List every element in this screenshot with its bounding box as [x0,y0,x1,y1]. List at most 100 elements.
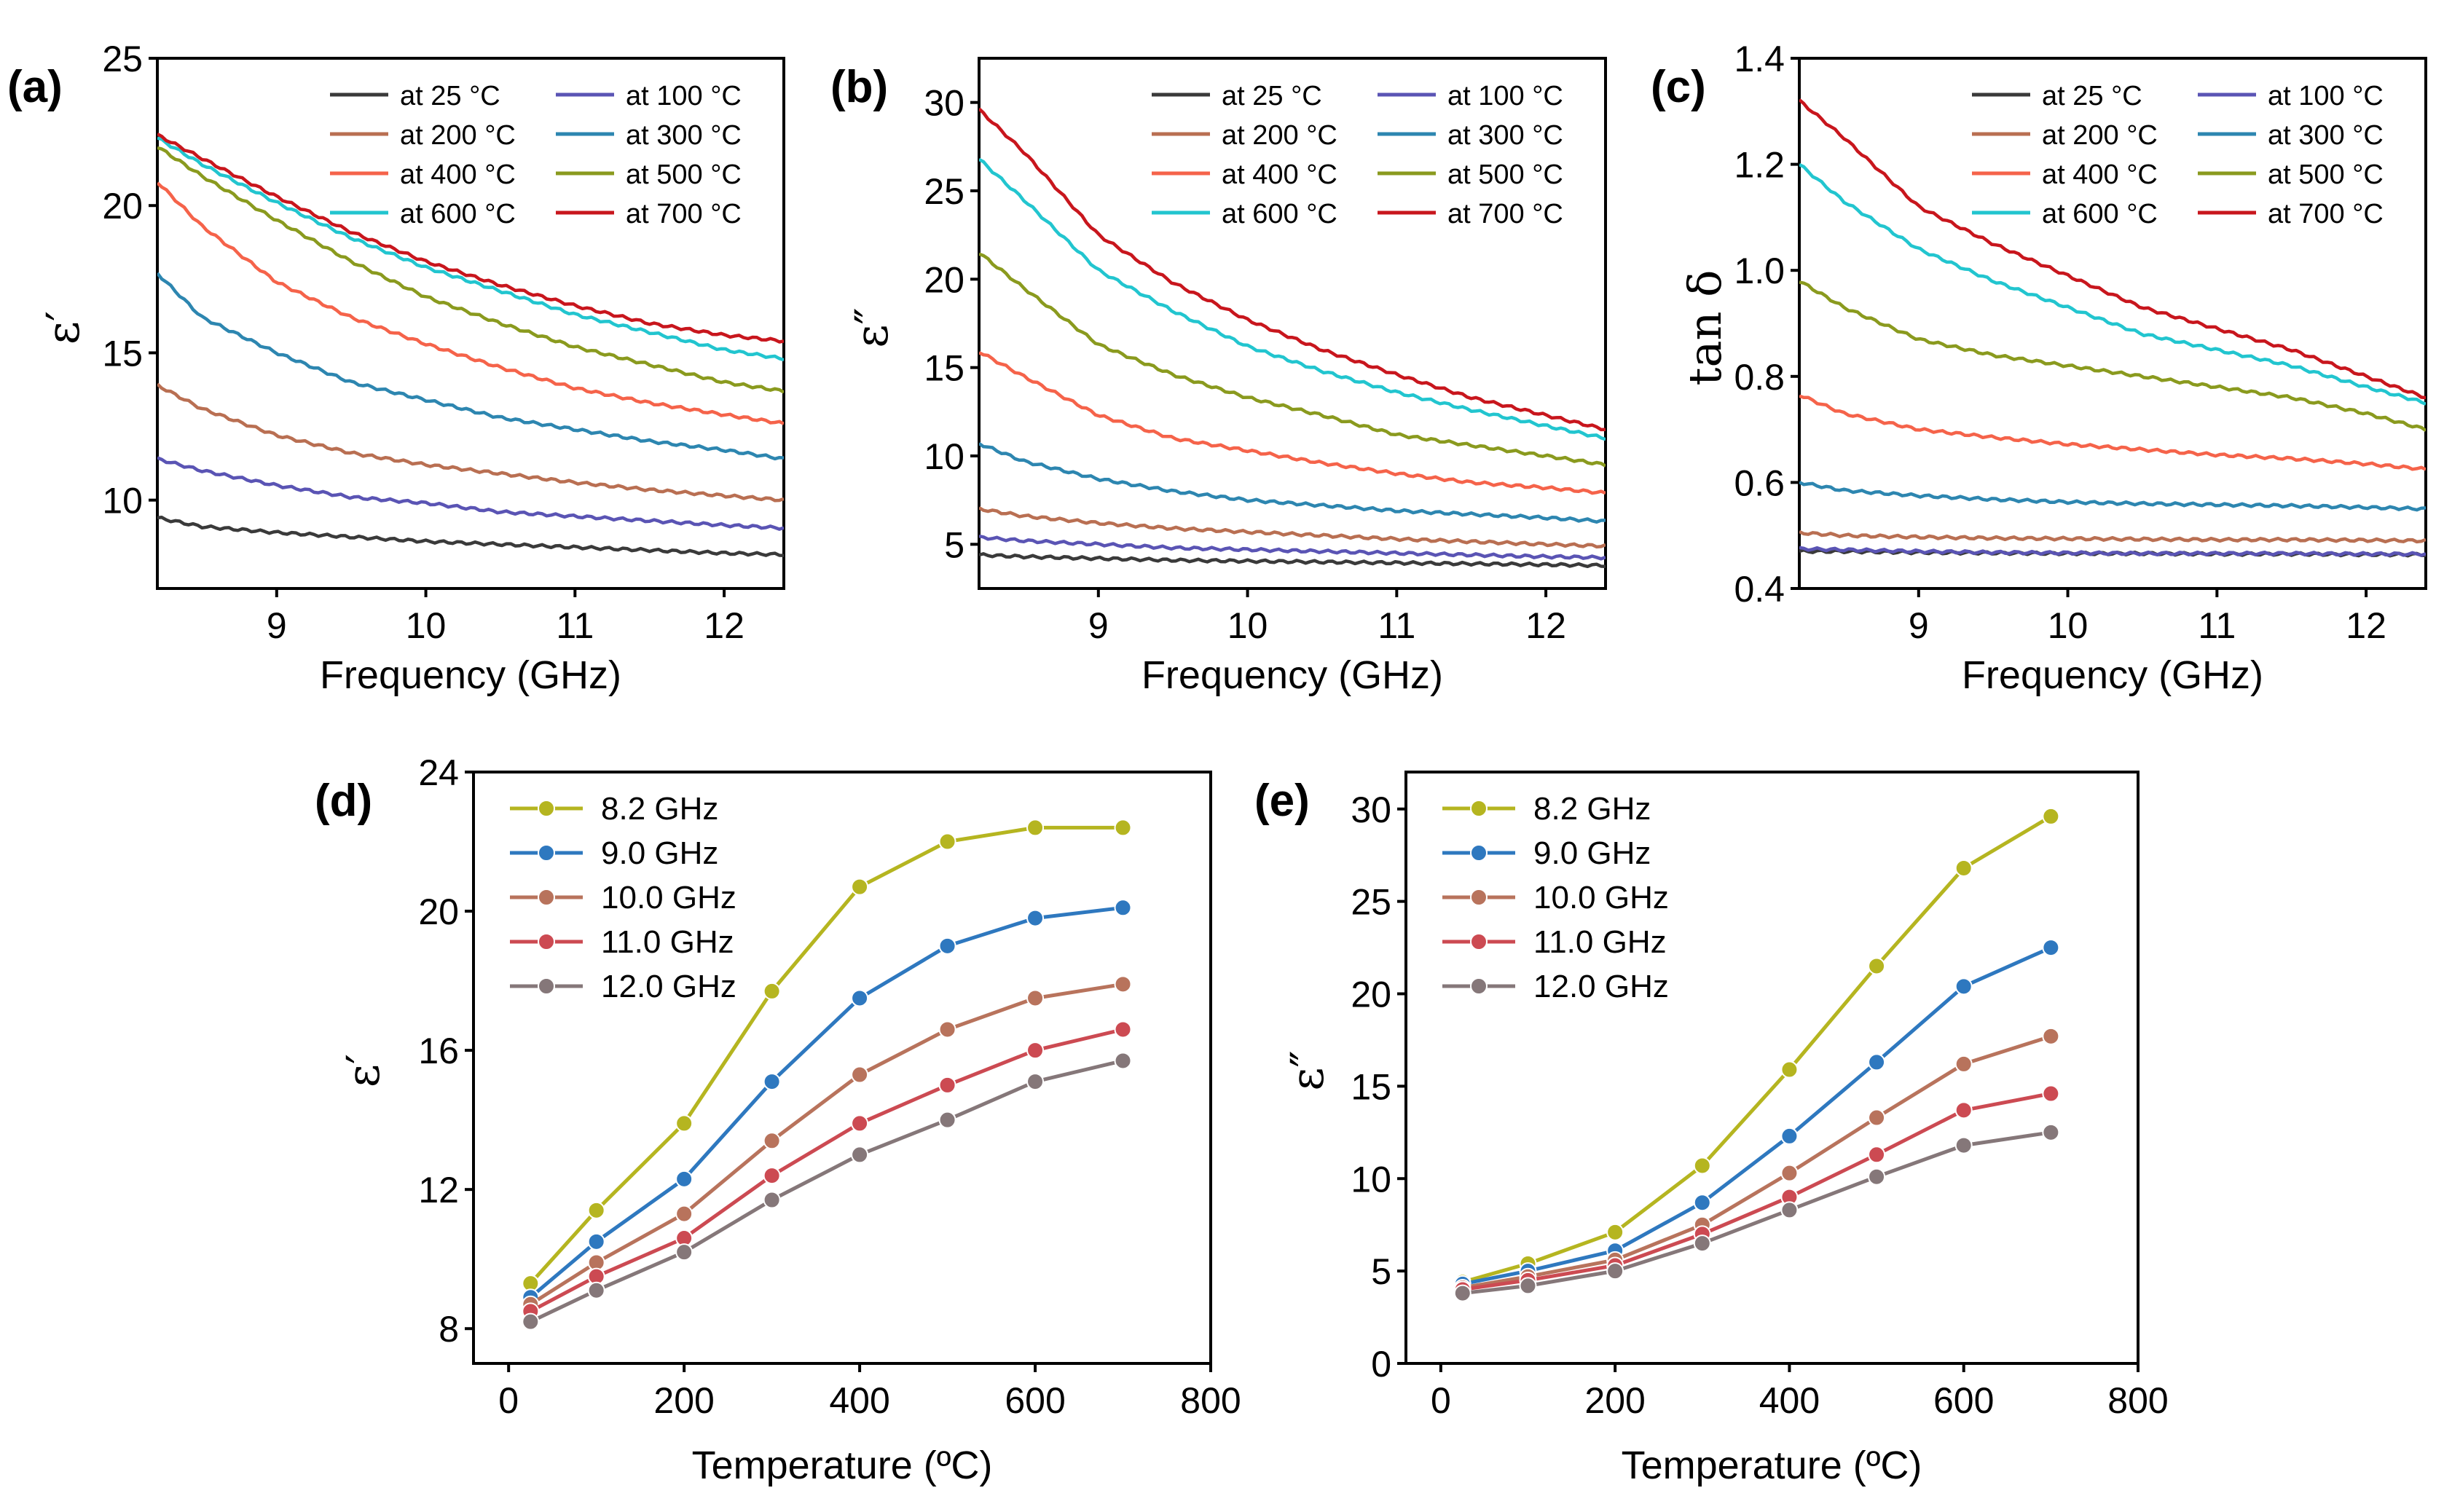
legend-label: at 25 °C [2042,81,2142,111]
data-point [1693,1235,1711,1253]
x-tick-label: 600 [1933,1380,1994,1421]
y-axis-label: ε″ [845,307,898,347]
y-tick-label: 10 [102,481,143,521]
plot-frame [156,57,785,590]
series-line [979,252,1606,468]
series-5 [522,1052,1132,1331]
legend-label: 11.0 GHz [1533,924,1667,960]
data-point [587,1232,605,1251]
data-point [1114,1052,1132,1070]
data-point [1780,1127,1799,1145]
series-5 [1799,394,2426,471]
data-point [2042,1123,2060,1141]
y-axis-label: tan δ [1678,270,1732,386]
legend-label: at 300 °C [626,120,742,151]
y-tick-label: 0.8 [1734,357,1785,398]
series-line [1462,1130,2051,1296]
x-axis-label: Frequency (GHz) [1962,653,2263,697]
x-tick-label: 11 [1378,605,1415,646]
x-tick-label: 400 [1759,1380,1820,1421]
series-line [1799,481,2426,512]
legend-marker [1470,933,1488,950]
y-tick-label: 20 [102,186,143,227]
series-line [157,382,784,503]
series-line [157,133,784,344]
series-line [529,905,1123,1299]
series-7 [157,136,784,362]
series-line [979,351,1606,495]
data-point [851,1146,869,1164]
x-axis-label: Temperature (ºC) [1622,1444,1922,1487]
x-tick-label: 200 [1584,1380,1645,1421]
legend-marker [1470,844,1488,862]
legend-label: at 25 °C [400,81,500,111]
series-7 [1799,163,2426,406]
data-point [1954,1136,1973,1154]
x-tick-label: 12 [704,605,744,646]
data-point [1453,1284,1471,1302]
x-tick-label: 600 [1005,1380,1065,1421]
legend-label: at 600 °C [400,199,516,229]
data-point [1026,1042,1045,1060]
legend-label: at 500 °C [1447,160,1563,190]
data-point [938,1111,956,1129]
panel-3: (c) 9 10 11 12 0.4 0.6 0.8 1.0 1.2 1.4 Frequency (G… [1651,39,2427,697]
y-tick-label: 1.0 [1734,251,1785,291]
data-point [2042,1027,2060,1045]
data-point [938,937,956,955]
series-3 [157,382,784,503]
data-point [763,1167,781,1185]
data-point [763,1191,781,1209]
legend-label: 12.0 GHz [601,969,736,1004]
legend: at 25 °C at 100 °C at 200 °C at 300 °C at 40… [1152,81,1563,229]
panel-1: (a) 9 10 11 12 10 15 20 25 Frequency (GHz) ε′ at 25… [7,39,785,697]
legend-label: at 200 °C [1222,120,1337,151]
legend-label: at 700 °C [2268,199,2384,229]
series-7 [979,157,1606,441]
legend: at 25 °C at 100 °C at 200 °C at 300 °C at 40… [330,81,742,229]
panel-5: (e) 0 200 400 600 800 0 5 10 15 20 25 30 Temperature … [1254,771,2169,1487]
data-point [1868,957,1886,975]
panel-label: (c) [1651,62,1706,112]
series-1 [157,516,784,557]
y-axis-label: ε′ [36,311,90,344]
data-point [1868,1053,1886,1071]
series-line [1462,945,2052,1286]
y-tick-label: 0 [1371,1344,1391,1385]
series-6 [157,146,784,394]
y-tick-label: 12 [418,1170,459,1210]
data-point [1026,819,1045,837]
data-point [1026,989,1045,1007]
x-axis-label: Temperature (ºC) [692,1444,993,1487]
data-point [851,1066,869,1084]
data-point [1606,1262,1624,1280]
x-axis-label: Frequency (GHz) [1142,653,1443,697]
data-point [587,1201,605,1219]
series-line [529,825,1123,1285]
y-tick-label: 15 [924,348,964,389]
y-tick-label: 0.4 [1734,569,1785,610]
y-tick-label: 15 [1351,1066,1391,1107]
series-2 [979,534,1606,561]
panel-label: (d) [315,776,372,826]
data-point [1868,1146,1886,1164]
y-tick-label: 20 [1351,974,1391,1015]
legend-marker [1470,800,1488,817]
series-line [1462,814,2052,1284]
y-axis-label: ε″ [1281,1050,1334,1090]
legend-label: at 300 °C [2268,120,2384,151]
y-tick-label: 5 [1371,1251,1391,1292]
y-tick-label: 24 [418,752,459,793]
series-line [1799,546,2426,557]
legend-label: 9.0 GHz [1533,835,1651,871]
legend-label: at 700 °C [1447,199,1563,229]
data-point [1780,1060,1799,1079]
data-point [763,982,781,1000]
data-point [1026,909,1045,927]
data-point [1954,859,1973,877]
series-5 [157,181,784,425]
series-line [1799,163,2426,406]
x-tick-label: 400 [829,1380,889,1421]
x-tick-label: 9 [1088,605,1109,646]
y-axis-label: ε′ [337,1054,390,1087]
